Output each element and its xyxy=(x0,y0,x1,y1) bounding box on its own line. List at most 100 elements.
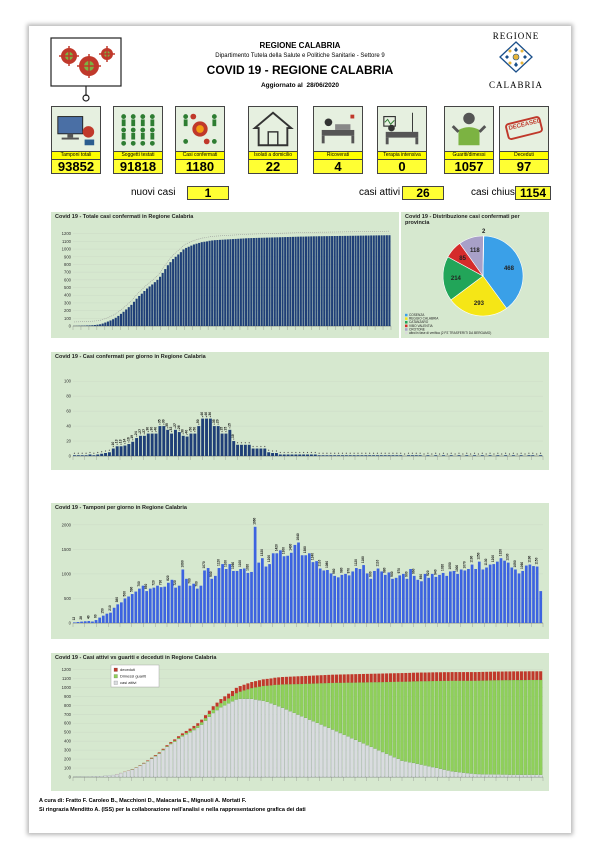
kpi-label: Isolati a domicilio xyxy=(248,152,298,160)
recovered-segment xyxy=(261,685,265,701)
daily-case-bar xyxy=(255,448,259,456)
deceased-segment xyxy=(150,757,154,759)
daily-case-marker xyxy=(357,452,359,454)
swab-bar xyxy=(214,575,217,623)
daily-case-bar xyxy=(539,455,543,456)
swab-bar xyxy=(203,570,206,623)
active-segment xyxy=(357,741,362,778)
daily-case-marker xyxy=(299,451,301,454)
swab-label: 970 xyxy=(347,568,351,574)
deceased-segment xyxy=(169,742,173,744)
active-cases-value: 26 xyxy=(402,186,444,200)
cumulative-bar xyxy=(138,296,141,326)
daily-case-marker xyxy=(388,452,390,454)
recovered-segment xyxy=(196,725,200,728)
deceased-segment xyxy=(527,671,531,680)
daily-case-label: 30 xyxy=(161,419,165,423)
cumulative-bar xyxy=(164,269,167,326)
deceased-segment xyxy=(196,723,200,726)
cumulative-bar xyxy=(93,325,96,326)
daily-case-marker xyxy=(524,453,526,455)
daily-case-bar xyxy=(356,455,360,456)
swab-label: 1060 xyxy=(520,562,524,569)
cumulative-bar xyxy=(258,237,261,326)
deceased-segment xyxy=(512,671,516,681)
active-segment xyxy=(188,732,192,778)
active-segment xyxy=(304,717,308,778)
recovered-segment xyxy=(515,679,520,775)
active-segment xyxy=(446,770,450,778)
daily-case-bar xyxy=(465,455,469,456)
active-segment xyxy=(435,767,439,778)
y-tick-label: 1000 xyxy=(62,685,72,690)
recovered-segment xyxy=(192,728,196,731)
deceased-segment xyxy=(396,673,400,682)
swab-label: 1100 xyxy=(224,560,228,567)
y-tick-label: 600 xyxy=(64,277,72,282)
active-segment xyxy=(331,729,335,778)
cumulative-bar xyxy=(304,236,308,326)
kpi-icon-box: DECEASED xyxy=(499,106,549,152)
cumulative-bar xyxy=(338,235,341,326)
daily-case-bar xyxy=(73,455,76,456)
recovered-segment xyxy=(176,737,181,740)
active-segment xyxy=(230,701,235,778)
swab-bar xyxy=(380,571,384,623)
swab-bar xyxy=(206,568,210,623)
daily-case-marker xyxy=(178,429,180,431)
healed-person-icon xyxy=(451,112,487,146)
swab-bar xyxy=(394,577,398,623)
daily-case-bar xyxy=(399,455,403,456)
deceased-segment xyxy=(323,675,327,684)
recovered-segment xyxy=(400,681,404,761)
recovered-segment xyxy=(477,680,481,775)
daily-case-marker xyxy=(147,430,149,433)
swab-label: 1070 xyxy=(462,561,466,568)
cumulative-bar xyxy=(229,239,232,326)
daily-case-label: 40 xyxy=(200,412,204,416)
recovered-segment xyxy=(473,680,477,775)
swab-bar xyxy=(242,568,246,623)
daily-case-bar xyxy=(391,455,395,456)
swab-bar xyxy=(398,575,402,623)
daily-case-marker xyxy=(466,452,468,454)
swab-label: 970 xyxy=(397,568,401,574)
swab-bar xyxy=(91,621,94,623)
swab-label: 1070 xyxy=(202,561,206,568)
recovered-segment xyxy=(223,700,227,706)
daily-case-bar xyxy=(414,455,418,456)
daily-case-bar xyxy=(344,455,348,456)
swab-label: 760 xyxy=(188,578,192,584)
recovered-segment xyxy=(450,680,454,772)
cumulative-bar xyxy=(354,235,357,326)
cumulative-bar xyxy=(232,239,235,326)
cumulative-bar xyxy=(213,240,216,326)
cumulative-bar xyxy=(122,311,125,326)
daily-case-label: 15 xyxy=(220,427,224,431)
cumulative-bar xyxy=(234,238,237,326)
swab-bar xyxy=(506,562,510,623)
active-vs-title: Covid 19 - Casi attivi vs guariti e dece… xyxy=(55,655,217,661)
active-segment xyxy=(192,729,196,778)
daily-case-marker xyxy=(108,449,110,451)
active-segment xyxy=(219,707,223,778)
credits-line: A cura di: Fratto F. Caroleo B., Macchio… xyxy=(39,798,247,804)
swab-bar xyxy=(101,615,105,623)
deceased-segment xyxy=(265,678,269,686)
swab-label: 700 xyxy=(195,581,199,587)
daily-case-marker xyxy=(303,451,305,454)
deceased-segment xyxy=(508,671,512,681)
swab-bar xyxy=(293,544,297,623)
daily-case-bar xyxy=(531,455,535,456)
deceased-segment xyxy=(473,672,477,681)
cumulative-bar xyxy=(331,236,334,326)
cumulative-bar xyxy=(276,237,279,326)
swab-label: 900 xyxy=(209,571,213,577)
active-segment xyxy=(354,739,358,778)
deceased-segment xyxy=(315,675,319,684)
active-segment xyxy=(311,721,316,778)
daily-case-bar xyxy=(100,453,104,456)
active-segment xyxy=(535,774,539,778)
daily-case-bar xyxy=(170,433,174,456)
